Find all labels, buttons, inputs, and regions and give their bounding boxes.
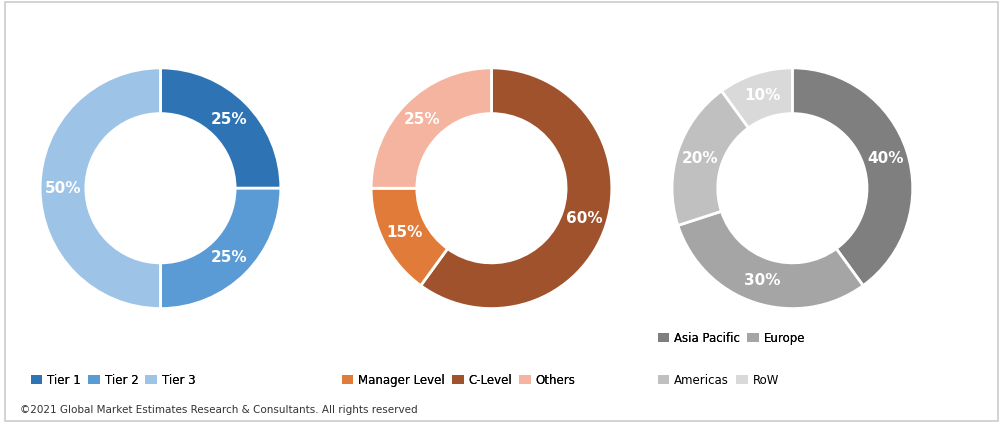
Text: 25%: 25% [210,112,247,127]
Wedge shape [792,68,912,286]
Text: 30%: 30% [743,273,780,288]
Text: 25%: 25% [210,250,247,265]
Text: 25%: 25% [404,112,441,127]
Wedge shape [160,68,281,188]
Wedge shape [371,68,491,188]
Text: ©2021 Global Market Estimates Research & Consultants. All rights reserved: ©2021 Global Market Estimates Research &… [20,404,417,415]
Text: 60%: 60% [565,211,602,226]
Wedge shape [371,188,447,286]
Wedge shape [671,91,747,225]
Wedge shape [720,68,792,128]
Text: 20%: 20% [680,151,717,166]
Wedge shape [677,212,863,309]
Legend: Americas, RoW: Americas, RoW [652,369,783,392]
Legend: Manager Level, C-Level, Others: Manager Level, C-Level, Others [337,369,580,392]
Wedge shape [160,188,281,309]
Text: 50%: 50% [45,181,81,196]
Text: 10%: 10% [743,88,780,103]
Wedge shape [40,68,160,309]
Legend: Asia Pacific, Europe: Asia Pacific, Europe [652,327,809,349]
Text: 40%: 40% [866,151,903,166]
Legend: Tier 1, Tier 2, Tier 3: Tier 1, Tier 2, Tier 3 [26,369,200,392]
Wedge shape [420,68,611,309]
Text: 15%: 15% [386,225,423,240]
